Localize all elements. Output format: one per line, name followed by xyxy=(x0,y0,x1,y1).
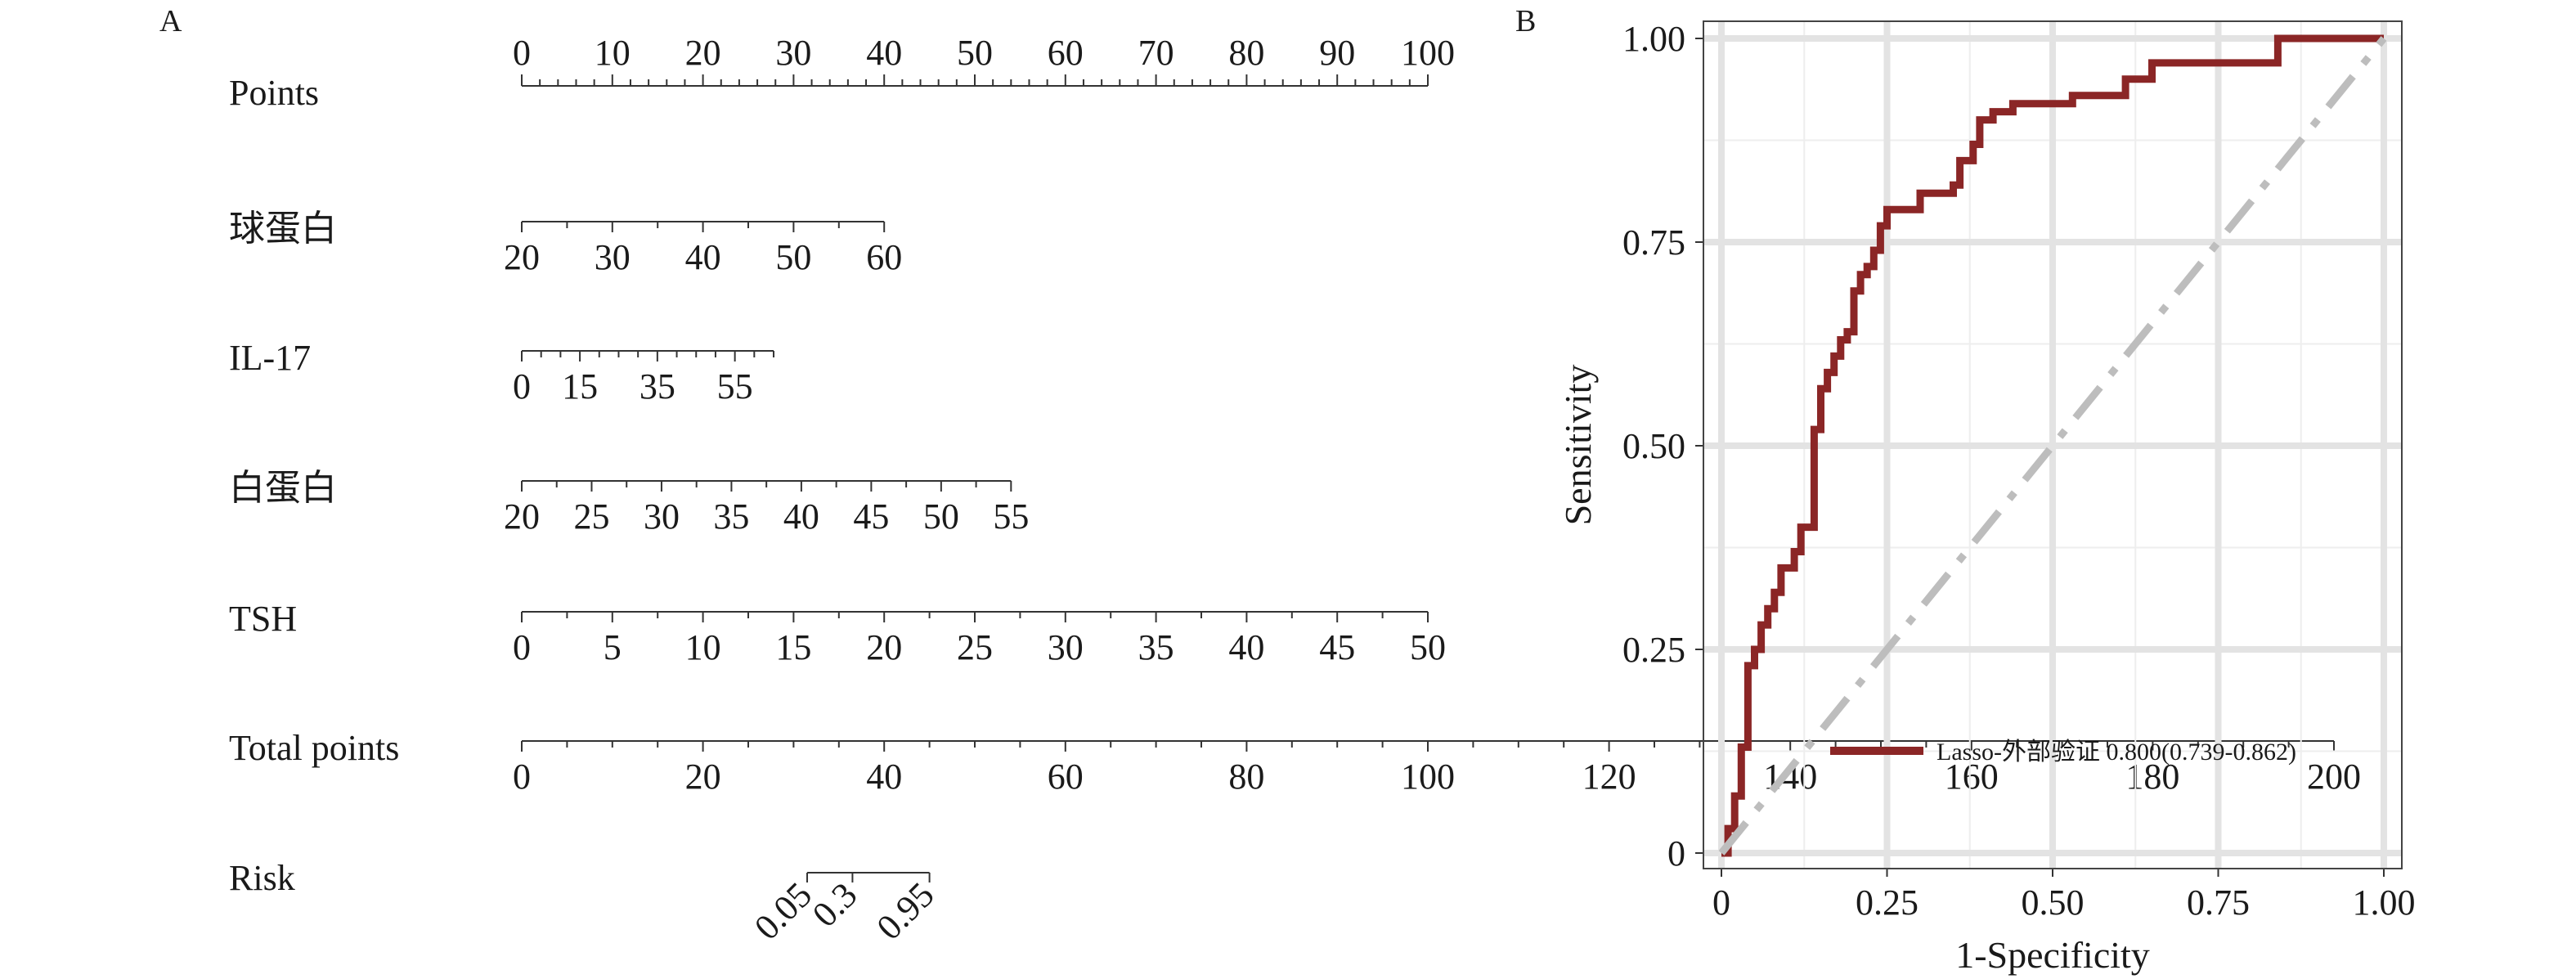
points-tick-label: 0 xyxy=(513,33,531,73)
points-tick-label: 80 xyxy=(1228,33,1264,73)
row-5-label: Total points xyxy=(229,728,399,768)
row-4-tick-label: 30 xyxy=(1048,627,1084,667)
row-2-tick-label: 0 xyxy=(513,366,531,406)
row-4-tick-label: 35 xyxy=(1138,627,1174,667)
row-1-label: 球蛋白 xyxy=(229,209,337,249)
row-5-tick-label: 0 xyxy=(513,757,531,797)
row-1-tick-label: 50 xyxy=(775,237,811,277)
row-4-tick-label: 20 xyxy=(866,627,902,667)
row-3-tick-label: 40 xyxy=(783,496,819,537)
panel-label-a: A xyxy=(159,4,182,38)
row-5-tick-label: 120 xyxy=(1582,757,1636,797)
y-tick-label: 0.75 xyxy=(1622,222,1685,263)
row-4-tick-label: 5 xyxy=(604,627,622,667)
row-5-tick-label: 60 xyxy=(1048,757,1084,797)
row-4-tick-label: 50 xyxy=(1410,627,1446,667)
row-4-label: TSH xyxy=(229,599,297,639)
y-axis-title: Sensitivity xyxy=(1557,365,1599,526)
x-tick-label: 0 xyxy=(1712,882,1730,923)
row-2-tick-label: 35 xyxy=(640,366,675,406)
row-3-tick-label: 45 xyxy=(853,496,889,537)
row-1-tick-label: 30 xyxy=(595,237,631,277)
panel-label-b: B xyxy=(1515,4,1536,38)
points-tick-label: 20 xyxy=(685,33,721,73)
row-4-tick-label: 40 xyxy=(1228,627,1264,667)
x-tick-label: 1.00 xyxy=(2353,882,2416,923)
points-tick-label: 60 xyxy=(1048,33,1084,73)
row-5-tick-label: 100 xyxy=(1401,757,1455,797)
row-5-tick-label: 160 xyxy=(1945,757,1999,797)
roc-panel: B 00 0.25 0.25 0.50 0.50 0.75 0.75 1.00 1.00 Lasso… xyxy=(1515,4,2416,976)
row-5-tick-label: 200 xyxy=(2307,757,2361,797)
points-tick-label: 40 xyxy=(866,33,902,73)
row-4-tick-label: 45 xyxy=(1319,627,1355,667)
points-tick-label: 70 xyxy=(1138,33,1174,73)
row-1-tick-label: 20 xyxy=(504,237,540,277)
row-3-tick-label: 55 xyxy=(993,496,1029,537)
plot-border xyxy=(1703,20,2403,869)
x-axis-title: 1-Specificity xyxy=(1955,934,2150,976)
row-4-tick-label: 0 xyxy=(513,627,531,667)
row-3-tick-label: 35 xyxy=(713,496,749,537)
row-3-tick-label: 25 xyxy=(573,496,609,537)
row-2-tick-label: 15 xyxy=(562,366,598,406)
points-tick-label: 100 xyxy=(1401,33,1455,73)
row-2-tick-label: 55 xyxy=(717,366,753,406)
row-0-label: Points xyxy=(229,73,319,113)
row-1-tick-label: 60 xyxy=(866,237,902,277)
roc-curve-line xyxy=(1721,34,2384,857)
row-1-tick-label: 40 xyxy=(685,237,721,277)
y-tick-label: 0.50 xyxy=(1622,426,1685,466)
row-3-tick-label: 50 xyxy=(923,496,959,537)
row-4-tick-label: 10 xyxy=(685,627,721,667)
row-3-tick-label: 20 xyxy=(504,496,540,537)
y-tick-label: 0.25 xyxy=(1622,630,1685,670)
y-tick-label: 1.00 xyxy=(1622,19,1685,59)
row-4-tick-label: 15 xyxy=(775,627,811,667)
x-tick-label: 0.25 xyxy=(1856,882,1919,923)
row-3-label: 白蛋白 xyxy=(229,468,337,508)
row-2-label: IL-17 xyxy=(229,338,311,378)
row-6-label: Risk xyxy=(229,858,295,898)
risk-tick-label: 0.3 xyxy=(805,874,865,935)
y-tick-label: 0 xyxy=(1667,833,1685,873)
row-5-tick-label: 80 xyxy=(1228,757,1264,797)
points-tick-label: 30 xyxy=(775,33,811,73)
row-5-tick-label: 20 xyxy=(685,757,721,797)
points-tick-label: 10 xyxy=(595,33,631,73)
legend-label: Lasso-外部验证 0.800(0.739-0.862) xyxy=(1936,739,2296,766)
risk-tick-label: 0.95 xyxy=(869,874,942,947)
points-tick-label: 50 xyxy=(957,33,993,73)
x-tick-label: 0.50 xyxy=(2022,882,2085,923)
row-3-tick-label: 30 xyxy=(644,496,680,537)
x-tick-label: 0.75 xyxy=(2187,882,2250,923)
reference-diagonal-line xyxy=(1718,36,2387,856)
points-tick-label: 90 xyxy=(1319,33,1355,73)
row-4-tick-label: 25 xyxy=(957,627,993,667)
row-5-tick-label: 40 xyxy=(866,757,902,797)
